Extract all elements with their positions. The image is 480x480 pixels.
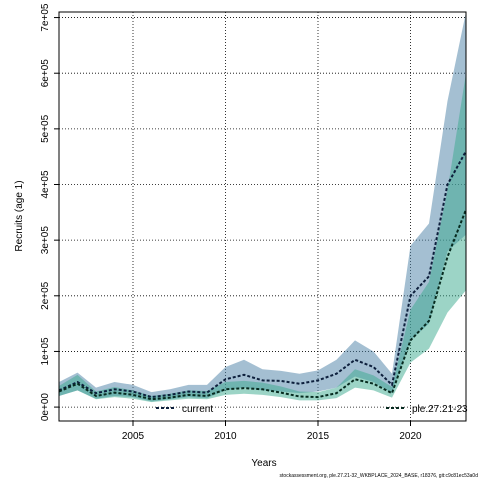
y-tick-label: 7e+05 — [40, 3, 51, 32]
plot-frame — [58, 11, 467, 422]
y-tick-label: 3e+05 — [40, 226, 51, 255]
y-axis: 0e+00 1e+05 2e+05 3e+05 4e+05 5e+05 6e+05 7e+05 — [40, 3, 59, 421]
series-line-1 — [58, 209, 467, 401]
y-tick-label: 0e+00 — [40, 393, 51, 422]
y-tick-label: 1e+05 — [40, 337, 51, 366]
x-tick-label: 2020 — [399, 431, 422, 442]
x-tick-label: 2005 — [122, 431, 145, 442]
x-axis-title: Years — [251, 458, 276, 469]
x-tick-label: 2010 — [214, 431, 237, 442]
lines-layer — [58, 150, 467, 401]
confidence-band-1 — [59, 73, 466, 403]
bands-layer — [59, 12, 466, 403]
legend-label-ple: ple.27.21-23 — [412, 404, 468, 415]
footer-text: stockassessment.org, ple.27.21-32_WKBPLA… — [280, 473, 479, 479]
x-axis: 2005 2010 2015 2020 — [122, 421, 422, 442]
y-tick-label: 6e+05 — [40, 59, 51, 88]
legend-label-current: current — [182, 404, 213, 415]
y-tick-label: 5e+05 — [40, 114, 51, 143]
y-tick-label: 2e+05 — [40, 281, 51, 310]
series-line-0 — [58, 150, 467, 399]
x-tick-label: 2015 — [307, 431, 330, 442]
y-tick-label: 4e+05 — [40, 170, 51, 199]
legend: current ple.27.21-23 — [156, 404, 468, 415]
y-axis-title: Recruits (age 1) — [14, 180, 25, 251]
